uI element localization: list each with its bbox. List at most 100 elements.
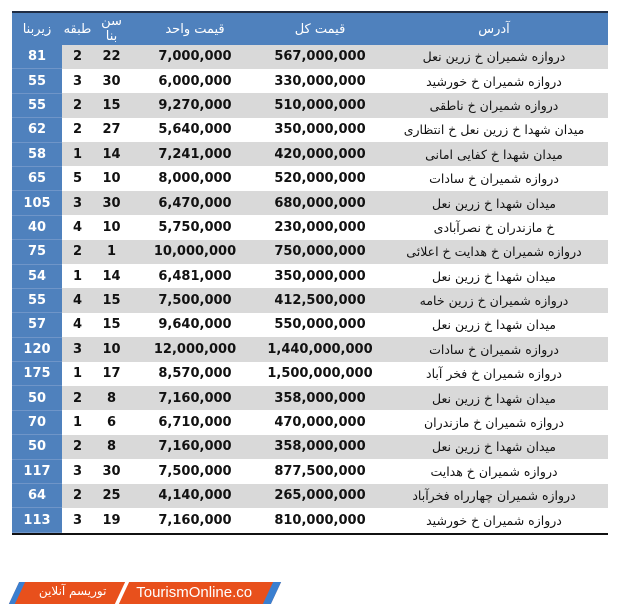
- cell-area: 117: [12, 459, 62, 485]
- cell-address: میدان شهدا خ زرین نعل خ انتظاری: [380, 117, 608, 143]
- cell-address: دروازه شمیران خ زرین نعل: [380, 45, 608, 69]
- cell-unit: 8,570,000: [130, 361, 260, 386]
- cell-address: خ مازندران خ نصرآبادی: [380, 215, 608, 240]
- cell-unit: 6,000,000: [130, 68, 260, 94]
- cell-area: 50: [12, 385, 62, 411]
- cell-unit: 7,500,000: [130, 459, 260, 484]
- table-row: دروازه شمیران خ زرین خامه 412,500,000 7,50…: [12, 288, 608, 314]
- cell-total: 567,000,000: [260, 45, 380, 69]
- cell-address: میدان شهدا خ زرین نعل: [380, 434, 608, 460]
- header-floor: طبقه: [62, 13, 93, 45]
- cell-area: 55: [12, 288, 62, 314]
- cell-total: 680,000,000: [260, 190, 380, 216]
- cell-unit: 6,481,000: [130, 264, 260, 289]
- cell-age: 27: [93, 117, 130, 143]
- cell-age: 6: [93, 410, 130, 435]
- table-row: دروازه شمیران چهارراه فخرآباد 265,000,000…: [12, 483, 608, 509]
- cell-floor: 2: [62, 93, 93, 118]
- cell-unit: 7,160,000: [130, 507, 260, 533]
- cell-address: دروازه شمیران خ هدایت: [380, 459, 608, 484]
- table-row: میدان شهدا خ زرین نعل 350,000,000 6,481,00…: [12, 264, 608, 289]
- cell-age: 14: [93, 264, 130, 289]
- table-row: دروازه شمیران خ هدایت خ اعلائی 750,000,00…: [12, 239, 608, 265]
- cell-area: 81: [12, 45, 62, 70]
- table-row: میدان شهدا خ کفایی امانی 420,000,000 7,241…: [12, 142, 608, 167]
- cell-floor: 1: [62, 410, 93, 435]
- cell-address: دروازه شمیران خ سادات: [380, 166, 608, 191]
- logo-en-text: TourismOnline.co: [135, 584, 252, 601]
- cell-floor: 2: [62, 239, 93, 265]
- table-row: دروازه شمیران خ سادات 520,000,000 8,000,00…: [12, 166, 608, 192]
- cell-area: 75: [12, 239, 62, 265]
- cell-unit: 9,640,000: [130, 312, 260, 338]
- cell-address: میدان شهدا خ کفایی امانی: [380, 142, 608, 167]
- cell-floor: 5: [62, 166, 93, 191]
- table-row: دروازه شمیران خ مازندران 470,000,000 6,710…: [12, 410, 608, 436]
- cell-floor: 3: [62, 459, 93, 484]
- table-row: میدان شهدا خ زرین نعل خ انتظاری 350,000,0…: [12, 117, 608, 143]
- cell-unit: 7,000,000: [130, 45, 260, 69]
- header-age: سن بنا: [93, 13, 130, 45]
- cell-age: 1: [93, 239, 130, 265]
- cell-floor: 2: [62, 385, 93, 411]
- cell-age: 14: [93, 142, 130, 167]
- cell-area: 54: [12, 264, 62, 289]
- cell-floor: 3: [62, 190, 93, 216]
- table-row: دروازه شمیران خ خورشید 330,000,000 6,000,0…: [12, 68, 608, 94]
- cell-total: 1,500,000,000: [260, 361, 380, 386]
- cell-area: 58: [12, 142, 62, 167]
- cell-age: 22: [93, 45, 130, 69]
- cell-unit: 5,640,000: [130, 117, 260, 143]
- cell-floor: 3: [62, 507, 93, 533]
- cell-unit: 7,500,000: [130, 288, 260, 313]
- cell-address: دروازه شمیران خ ناطقی: [380, 93, 608, 118]
- cell-total: 350,000,000: [260, 264, 380, 289]
- table-row: میدان شهدا خ زرین نعل 550,000,000 9,640,00…: [12, 312, 608, 338]
- cell-age: 30: [93, 68, 130, 94]
- cell-address: دروازه شمیران خ خورشید: [380, 68, 608, 94]
- cell-address: میدان شهدا خ زرین نعل: [380, 312, 608, 338]
- cell-address: دروازه شمیران چهارراه فخرآباد: [380, 483, 608, 508]
- table-row: خ مازندران خ نصرآبادی 230,000,000 5,750,00…: [12, 215, 608, 241]
- cell-floor: 3: [62, 337, 93, 362]
- table-row: دروازه شمیران خ هدایت 877,500,000 7,500,00…: [12, 459, 608, 485]
- cell-area: 40: [12, 215, 62, 241]
- cell-area: 57: [12, 312, 62, 338]
- cell-address: دروازه شمیران خ زرین خامه: [380, 288, 608, 313]
- cell-total: 330,000,000: [260, 68, 380, 94]
- price-table-wrapper: آدرس قیمت کل قیمت واحد سن بنا طبقه زیربن…: [12, 11, 608, 535]
- cell-age: 10: [93, 166, 130, 191]
- cell-address: میدان شهدا خ زرین نعل: [380, 190, 608, 216]
- cell-address: دروازه شمیران خ هدایت خ اعلائی: [380, 239, 608, 265]
- tourismonline-logo: توریسم آنلاین TourismOnline.co: [8, 582, 281, 604]
- cell-age: 8: [93, 434, 130, 460]
- cell-unit: 4,140,000: [130, 483, 260, 508]
- cell-age: 10: [93, 337, 130, 362]
- cell-floor: 4: [62, 312, 93, 338]
- cell-unit: 5,750,000: [130, 215, 260, 240]
- cell-floor: 1: [62, 142, 93, 167]
- table-row: میدان شهدا خ زرین نعل 358,000,000 7,160,00…: [12, 434, 608, 460]
- cell-total: 520,000,000: [260, 166, 380, 191]
- cell-area: 64: [12, 483, 62, 509]
- cell-address: دروازه شمیران خ سادات: [380, 337, 608, 362]
- cell-area: 113: [12, 507, 62, 533]
- cell-area: 120: [12, 337, 62, 363]
- cell-age: 25: [93, 483, 130, 508]
- header-row: آدرس قیمت کل قیمت واحد سن بنا طبقه زیربن…: [12, 13, 608, 45]
- cell-age: 15: [93, 312, 130, 338]
- cell-total: 265,000,000: [260, 483, 380, 508]
- cell-unit: 6,470,000: [130, 190, 260, 216]
- cell-floor: 2: [62, 434, 93, 460]
- cell-total: 750,000,000: [260, 239, 380, 265]
- cell-age: 17: [93, 361, 130, 386]
- cell-unit: 7,160,000: [130, 434, 260, 460]
- cell-unit: 9,270,000: [130, 93, 260, 118]
- cell-unit: 6,710,000: [130, 410, 260, 435]
- cell-age: 8: [93, 385, 130, 411]
- cell-total: 877,500,000: [260, 459, 380, 484]
- cell-floor: 3: [62, 68, 93, 94]
- cell-address: میدان شهدا خ زرین نعل: [380, 264, 608, 289]
- cell-area: 62: [12, 117, 62, 143]
- cell-total: 230,000,000: [260, 215, 380, 240]
